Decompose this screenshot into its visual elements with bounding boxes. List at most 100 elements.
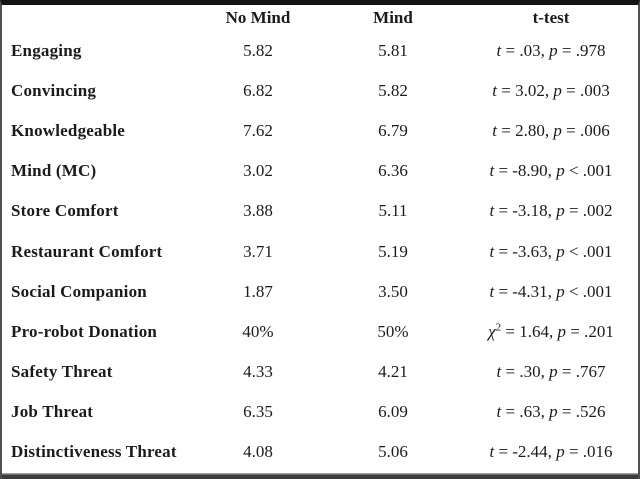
row-label: Pro-robot Donation (11, 321, 158, 341)
stat-value: = .63, (501, 402, 550, 422)
stat-value: = .03, (501, 40, 550, 60)
row-label: Knowledgeable (11, 120, 126, 140)
p-symbol: p (549, 40, 558, 60)
row-label: Engaging (11, 40, 82, 60)
p-symbol: p (556, 201, 565, 221)
stat-symbol: t (492, 120, 498, 140)
p-symbol: p (556, 281, 565, 301)
p-symbol: p (556, 241, 565, 261)
table-row: Store Comfort 3.88 5.11 t = -3.18, p = .… (2, 191, 638, 231)
table-row: Social Companion 1.87 3.50 t = -4.31, p … (2, 271, 638, 311)
p-symbol: p (549, 362, 558, 382)
table-row: Restaurant Comfort 3.71 5.19 t = -3.63, … (2, 231, 638, 271)
stat-value: = -3.18, (494, 201, 557, 221)
test-statistic: t = -3.63, p < .001 (464, 243, 638, 260)
test-statistic: t = 2.80, p = .006 (464, 122, 638, 139)
stat-symbol: t (496, 40, 502, 60)
stat-value: = 3.02, (497, 80, 554, 100)
test-statistic: χ2 = 1.64, p = .201 (464, 321, 638, 341)
row-label: Convincing (11, 80, 97, 100)
no-mind-value: 3.88 (243, 201, 273, 221)
p-symbol: p (556, 161, 565, 181)
mind-value: 5.82 (378, 80, 408, 100)
mind-value: 5.81 (378, 40, 408, 60)
col-header-mind: Mind (373, 8, 413, 27)
mind-value: 5.06 (378, 442, 408, 462)
table-row: Pro-robot Donation 40% 50% χ2 = 1.64, p … (2, 311, 638, 351)
p-value: = .526 (557, 402, 606, 422)
test-statistic: t = .63, p = .526 (464, 403, 638, 420)
mind-value: 3.50 (378, 281, 408, 301)
no-mind-value: 3.71 (243, 241, 273, 261)
stat-symbol: t (496, 362, 502, 382)
test-statistic: t = -3.18, p = .002 (464, 202, 638, 219)
stat-value: = -3.63, (494, 241, 557, 261)
no-mind-value: 7.62 (243, 120, 273, 140)
no-mind-value: 1.87 (243, 281, 273, 301)
stat-symbol: t (489, 201, 495, 221)
p-value: = .006 (561, 120, 610, 140)
table-row: Knowledgeable 7.62 6.79 t = 2.80, p = .0… (2, 110, 638, 150)
stat-symbol: χ (488, 321, 496, 341)
test-statistic: t = -8.90, p < .001 (464, 162, 638, 179)
p-value: < .001 (564, 281, 613, 301)
no-mind-value: 4.08 (243, 442, 273, 462)
p-symbol: p (557, 321, 566, 341)
stat-symbol: t (496, 402, 502, 422)
no-mind-value: 5.82 (243, 40, 273, 60)
col-header-no-mind: No Mind (225, 8, 291, 27)
p-value: = .002 (564, 201, 613, 221)
p-value: < .001 (564, 241, 613, 261)
p-value: = .003 (561, 80, 610, 100)
mind-value: 50% (377, 321, 409, 341)
table-grid: No Mind Mind t-test Engaging 5.82 5.81 t… (2, 5, 638, 472)
p-symbol: p (553, 80, 562, 100)
p-symbol: p (556, 442, 565, 462)
p-value: = .978 (557, 40, 606, 60)
no-mind-value: 6.35 (243, 402, 273, 422)
col-header-t-test: t-test (532, 8, 570, 27)
p-value: = .201 (565, 321, 614, 341)
table-row: Safety Threat 4.33 4.21 t = .30, p = .76… (2, 352, 638, 392)
p-value: = .767 (557, 362, 606, 382)
stat-value: = .30, (501, 362, 550, 382)
row-label: Distinctiveness Threat (11, 442, 177, 462)
mind-value: 5.11 (378, 201, 408, 221)
stat-value: = 2.80, (497, 120, 554, 140)
table-row: Mind (MC) 3.02 6.36 t = -8.90, p < .001 (2, 151, 638, 191)
stat-value: = -2.44, (494, 442, 557, 462)
table-row: Job Threat 6.35 6.09 t = .63, p = .526 (2, 392, 638, 432)
no-mind-value: 6.82 (243, 80, 273, 100)
test-statistic: t = 3.02, p = .003 (464, 82, 638, 99)
p-symbol: p (553, 120, 562, 140)
table-header-row: No Mind Mind t-test (2, 5, 638, 30)
table-row: Distinctiveness Threat 4.08 5.06 t = -2.… (2, 432, 638, 472)
test-statistic: t = .30, p = .767 (464, 363, 638, 380)
no-mind-value: 40% (242, 321, 274, 341)
mind-value: 6.36 (378, 161, 408, 181)
stat-value: = -8.90, (494, 161, 557, 181)
p-value: = .016 (564, 442, 613, 462)
test-statistic: t = .03, p = .978 (464, 42, 638, 59)
stat-value: = 1.64, (501, 321, 558, 341)
bottom-rule (2, 472, 638, 479)
test-statistic: t = -4.31, p < .001 (464, 283, 638, 300)
table-row: Engaging 5.82 5.81 t = .03, p = .978 (2, 30, 638, 70)
row-label: Mind (MC) (11, 161, 97, 181)
stat-value: = -4.31, (494, 281, 557, 301)
test-statistic: t = -2.44, p = .016 (464, 443, 638, 460)
row-label: Social Companion (11, 281, 147, 301)
mind-value: 5.19 (378, 241, 408, 261)
row-label: Store Comfort (11, 201, 119, 221)
no-mind-value: 3.02 (243, 161, 273, 181)
mind-value: 6.79 (378, 120, 408, 140)
no-mind-value: 4.33 (243, 362, 273, 382)
stat-superscript: 2 (495, 321, 502, 334)
table-row: Convincing 6.82 5.82 t = 3.02, p = .003 (2, 70, 638, 110)
stat-symbol: t (489, 442, 495, 462)
p-value: < .001 (564, 161, 613, 181)
mind-value: 4.21 (378, 362, 408, 382)
row-label: Job Threat (11, 402, 94, 422)
stat-symbol: t (489, 281, 495, 301)
